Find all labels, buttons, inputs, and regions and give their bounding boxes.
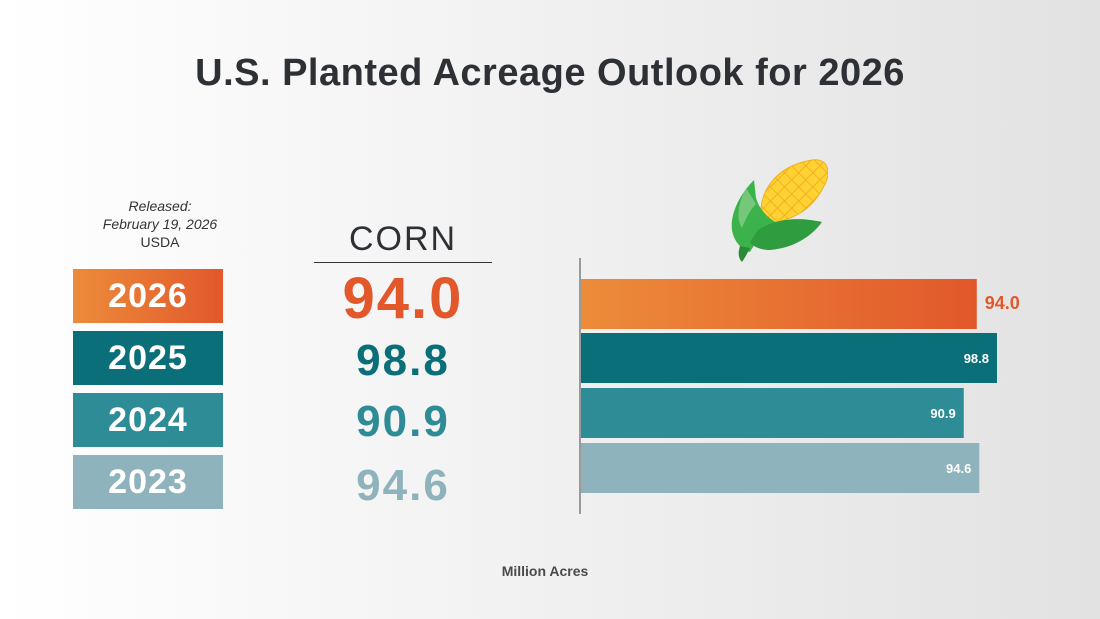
- data-label-2024: 90.9: [930, 406, 955, 421]
- big-value-2023: 94.6: [356, 461, 450, 510]
- big-value-2026: 94.0: [342, 266, 464, 331]
- year-box-2026: 2026: [73, 269, 223, 323]
- year-box-2023: 2023: [73, 455, 223, 509]
- crop-label-underline: [314, 262, 492, 263]
- bar-2025: [581, 333, 997, 383]
- data-label-2023: 94.6: [946, 461, 971, 476]
- corn-icon: [731, 159, 828, 262]
- release-info: Released: February 19, 2026 USDA: [60, 197, 260, 251]
- chart-title: U.S. Planted Acreage Outlook for 2026: [195, 52, 905, 94]
- crop-label: CORN: [348, 220, 458, 258]
- data-label-2025: 98.8: [964, 351, 989, 366]
- bar-2023: [581, 443, 980, 493]
- x-axis-label: Million Acres: [501, 563, 589, 579]
- bar-2024: [581, 388, 964, 438]
- year-box-2025: 2025: [73, 331, 223, 385]
- release-date: February 19, 2026: [102, 216, 218, 232]
- big-value-2024: 90.9: [356, 397, 450, 446]
- release-label: Released:: [128, 198, 192, 214]
- big-value-2025: 98.8: [356, 336, 450, 385]
- year-box-2024: 2024: [73, 393, 223, 447]
- bar-2026: [581, 279, 977, 329]
- data-label-2026: 94.0: [985, 293, 1020, 313]
- release-source: USDA: [140, 234, 180, 250]
